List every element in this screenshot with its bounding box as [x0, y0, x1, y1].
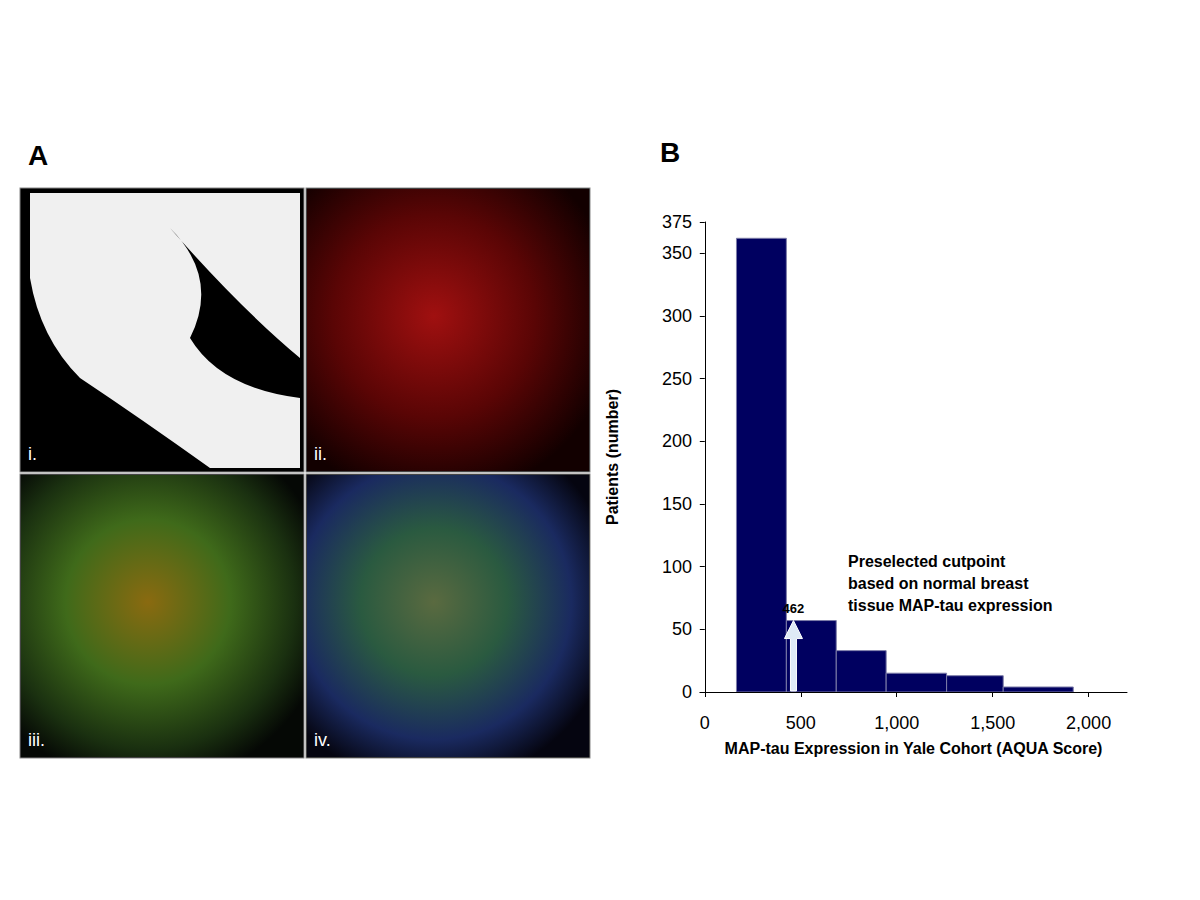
- svg-text:ii.: ii.: [314, 444, 327, 464]
- svg-text:1,000: 1,000: [874, 713, 919, 733]
- svg-text:150: 150: [662, 494, 692, 514]
- svg-text:250: 250: [662, 369, 692, 389]
- svg-text:i.: i.: [28, 444, 37, 464]
- svg-text:tissue MAP-tau expression: tissue MAP-tau expression: [848, 597, 1053, 614]
- svg-text:0: 0: [700, 713, 710, 733]
- svg-text:100: 100: [662, 557, 692, 577]
- svg-text:Preselected cutpoint: Preselected cutpoint: [848, 553, 1006, 570]
- svg-text:based on normal breast: based on normal breast: [848, 575, 1029, 592]
- svg-text:300: 300: [662, 306, 692, 326]
- svg-text:A: A: [28, 140, 48, 171]
- svg-text:462: 462: [783, 601, 805, 616]
- svg-text:iii.: iii.: [28, 730, 45, 750]
- svg-text:1,500: 1,500: [970, 713, 1015, 733]
- svg-text:Patients (number): Patients (number): [604, 389, 621, 525]
- svg-text:B: B: [660, 137, 680, 168]
- svg-text:375: 375: [662, 212, 692, 232]
- svg-text:2,000: 2,000: [1066, 713, 1111, 733]
- svg-text:350: 350: [662, 243, 692, 263]
- svg-text:500: 500: [786, 713, 816, 733]
- svg-text:0: 0: [682, 682, 692, 702]
- svg-text:MAP-tau Expression in Yale Coh: MAP-tau Expression in Yale Cohort (AQUA …: [725, 740, 1103, 757]
- svg-text:50: 50: [672, 619, 692, 639]
- svg-text:iv.: iv.: [314, 730, 331, 750]
- svg-text:200: 200: [662, 431, 692, 451]
